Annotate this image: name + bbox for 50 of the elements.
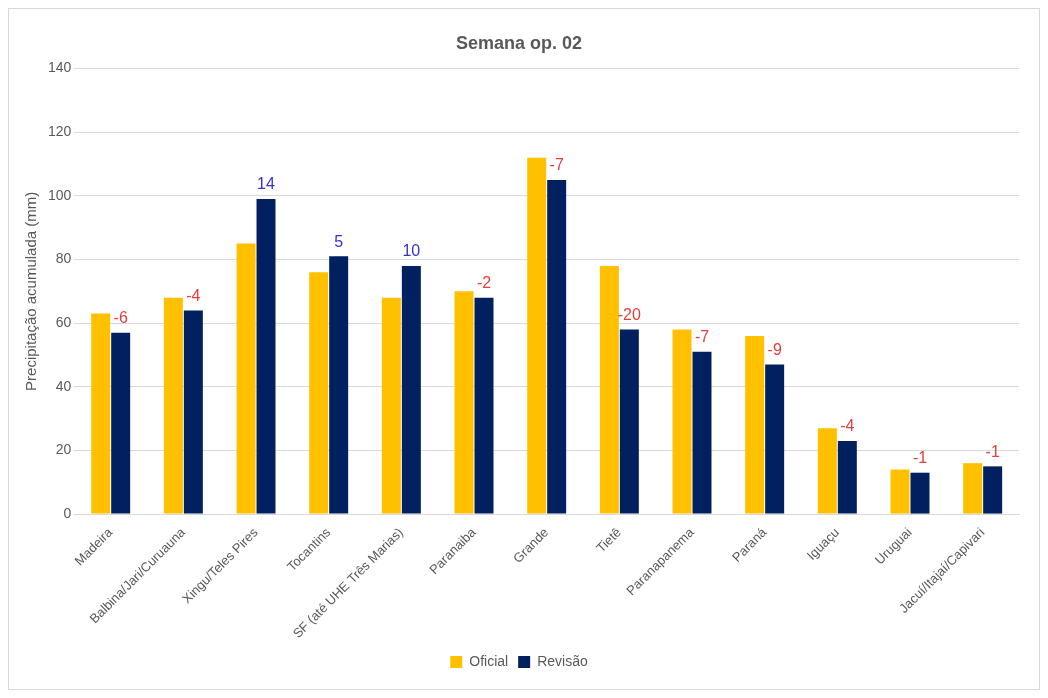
annotation: -4 <box>186 286 201 304</box>
y-axis-title: Precipitação acumulada (mm) <box>22 191 40 391</box>
bar <box>381 297 401 514</box>
bar <box>236 243 256 514</box>
y-tick-label: 40 <box>55 377 72 394</box>
bar <box>474 297 494 514</box>
bar <box>599 265 619 514</box>
bar <box>547 179 567 514</box>
annotation: -7 <box>694 328 710 346</box>
y-tick-label: 0 <box>63 504 72 521</box>
annotation: -1 <box>985 442 1000 460</box>
annotation: -9 <box>767 340 782 358</box>
bar <box>91 313 111 514</box>
bar <box>329 256 349 514</box>
annotation: 14 <box>257 175 276 193</box>
annotation: 10 <box>402 242 421 260</box>
chart-title: Semana op. 02 <box>455 32 583 53</box>
annotation: -7 <box>549 156 564 174</box>
bar <box>454 291 474 514</box>
bar <box>817 428 837 514</box>
y-tick-label: 80 <box>55 250 72 267</box>
annotation: -6 <box>113 309 128 327</box>
bar <box>401 265 421 514</box>
bar <box>910 472 930 514</box>
bar <box>837 440 857 514</box>
legend-label: Revisão <box>537 652 588 669</box>
bar <box>672 329 692 514</box>
bar <box>111 332 131 514</box>
bar <box>256 199 276 514</box>
bar <box>963 463 983 514</box>
annotation: 5 <box>334 232 344 250</box>
y-tick-label: 100 <box>48 186 72 203</box>
bar <box>983 466 1003 514</box>
annotation: -1 <box>912 449 928 467</box>
bar <box>309 272 329 514</box>
bar <box>163 297 183 514</box>
bar <box>619 329 639 514</box>
bar <box>183 310 203 514</box>
y-tick-label: 60 <box>55 314 72 331</box>
bar <box>692 351 712 514</box>
bar <box>890 469 910 514</box>
bar <box>527 157 547 514</box>
annotation: -2 <box>476 274 492 292</box>
y-tick-label: 140 <box>48 59 72 76</box>
bar <box>765 364 785 514</box>
y-tick-label: 20 <box>55 441 72 458</box>
legend-label: Oficial <box>469 652 509 669</box>
y-tick-label: 120 <box>48 123 72 140</box>
annotation: -4 <box>840 417 855 435</box>
bar <box>745 335 765 514</box>
